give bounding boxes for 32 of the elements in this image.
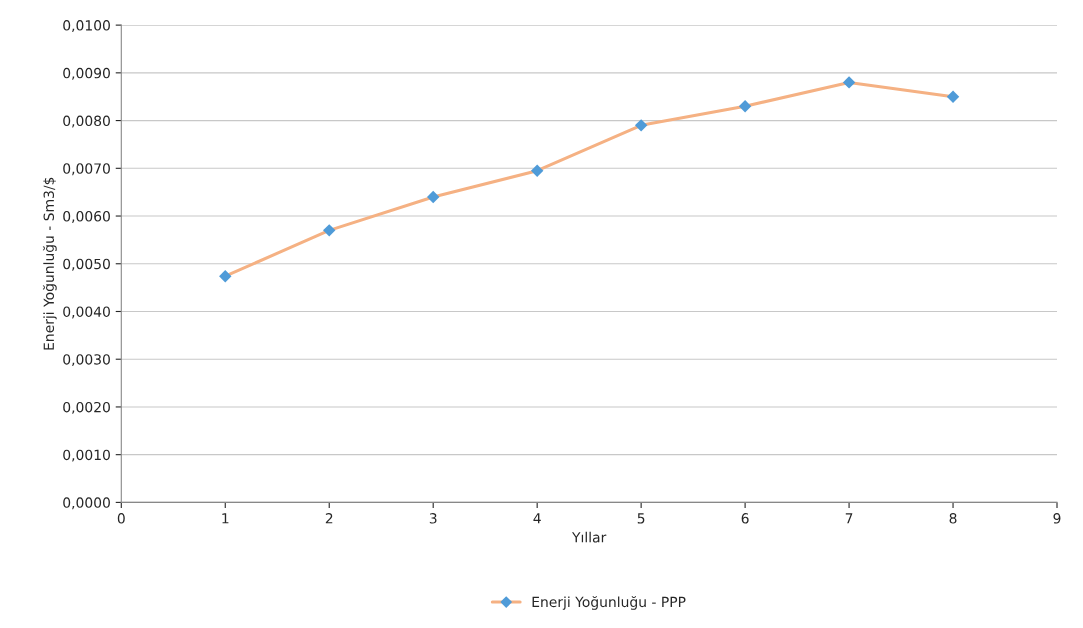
point (842, 76, 856, 89)
y-axis-title: Enerji Yoğunluğu - Sm3/$ (42, 177, 57, 350)
x-tick-label: 9 (1053, 513, 1061, 524)
y-tick-label: 0,0020 (63, 401, 110, 414)
x-tick-label: 5 (637, 513, 645, 524)
y-tick-label: 0,0010 (63, 449, 110, 462)
x-tick-label: 4 (533, 513, 541, 524)
x-tick-label: 2 (325, 513, 333, 524)
point (219, 269, 232, 283)
x-tick-label: 3 (429, 513, 437, 524)
x-tick-label: 6 (741, 513, 749, 524)
point (426, 190, 440, 204)
y-tick-label: 0,0090 (63, 67, 110, 80)
point (738, 100, 752, 113)
y-tick-label: 0,0000 (63, 497, 110, 510)
point (530, 164, 544, 177)
y-tick-label: 0,0080 (63, 115, 110, 128)
y-tick-label: 0,0100 (63, 20, 110, 33)
legend-label: Enerji Yoğunluğu - PPP (532, 596, 686, 610)
y-tick-label: 0,0060 (63, 211, 110, 223)
y-tick-label: 0,0040 (63, 306, 110, 319)
x-tick-label: 1 (222, 513, 229, 524)
x-tick-label: 0 (117, 513, 125, 524)
y-tick-label: 0,0050 (63, 258, 110, 271)
y-tick-label: 0,0030 (63, 354, 110, 367)
point (323, 224, 336, 237)
x-tick-label: 7 (845, 513, 853, 524)
point (634, 119, 648, 132)
x-axis-title: Yıllar (571, 531, 607, 543)
x-tick-label: 8 (949, 513, 957, 524)
y-tick-label: 0,0070 (63, 163, 110, 176)
point (946, 90, 960, 103)
